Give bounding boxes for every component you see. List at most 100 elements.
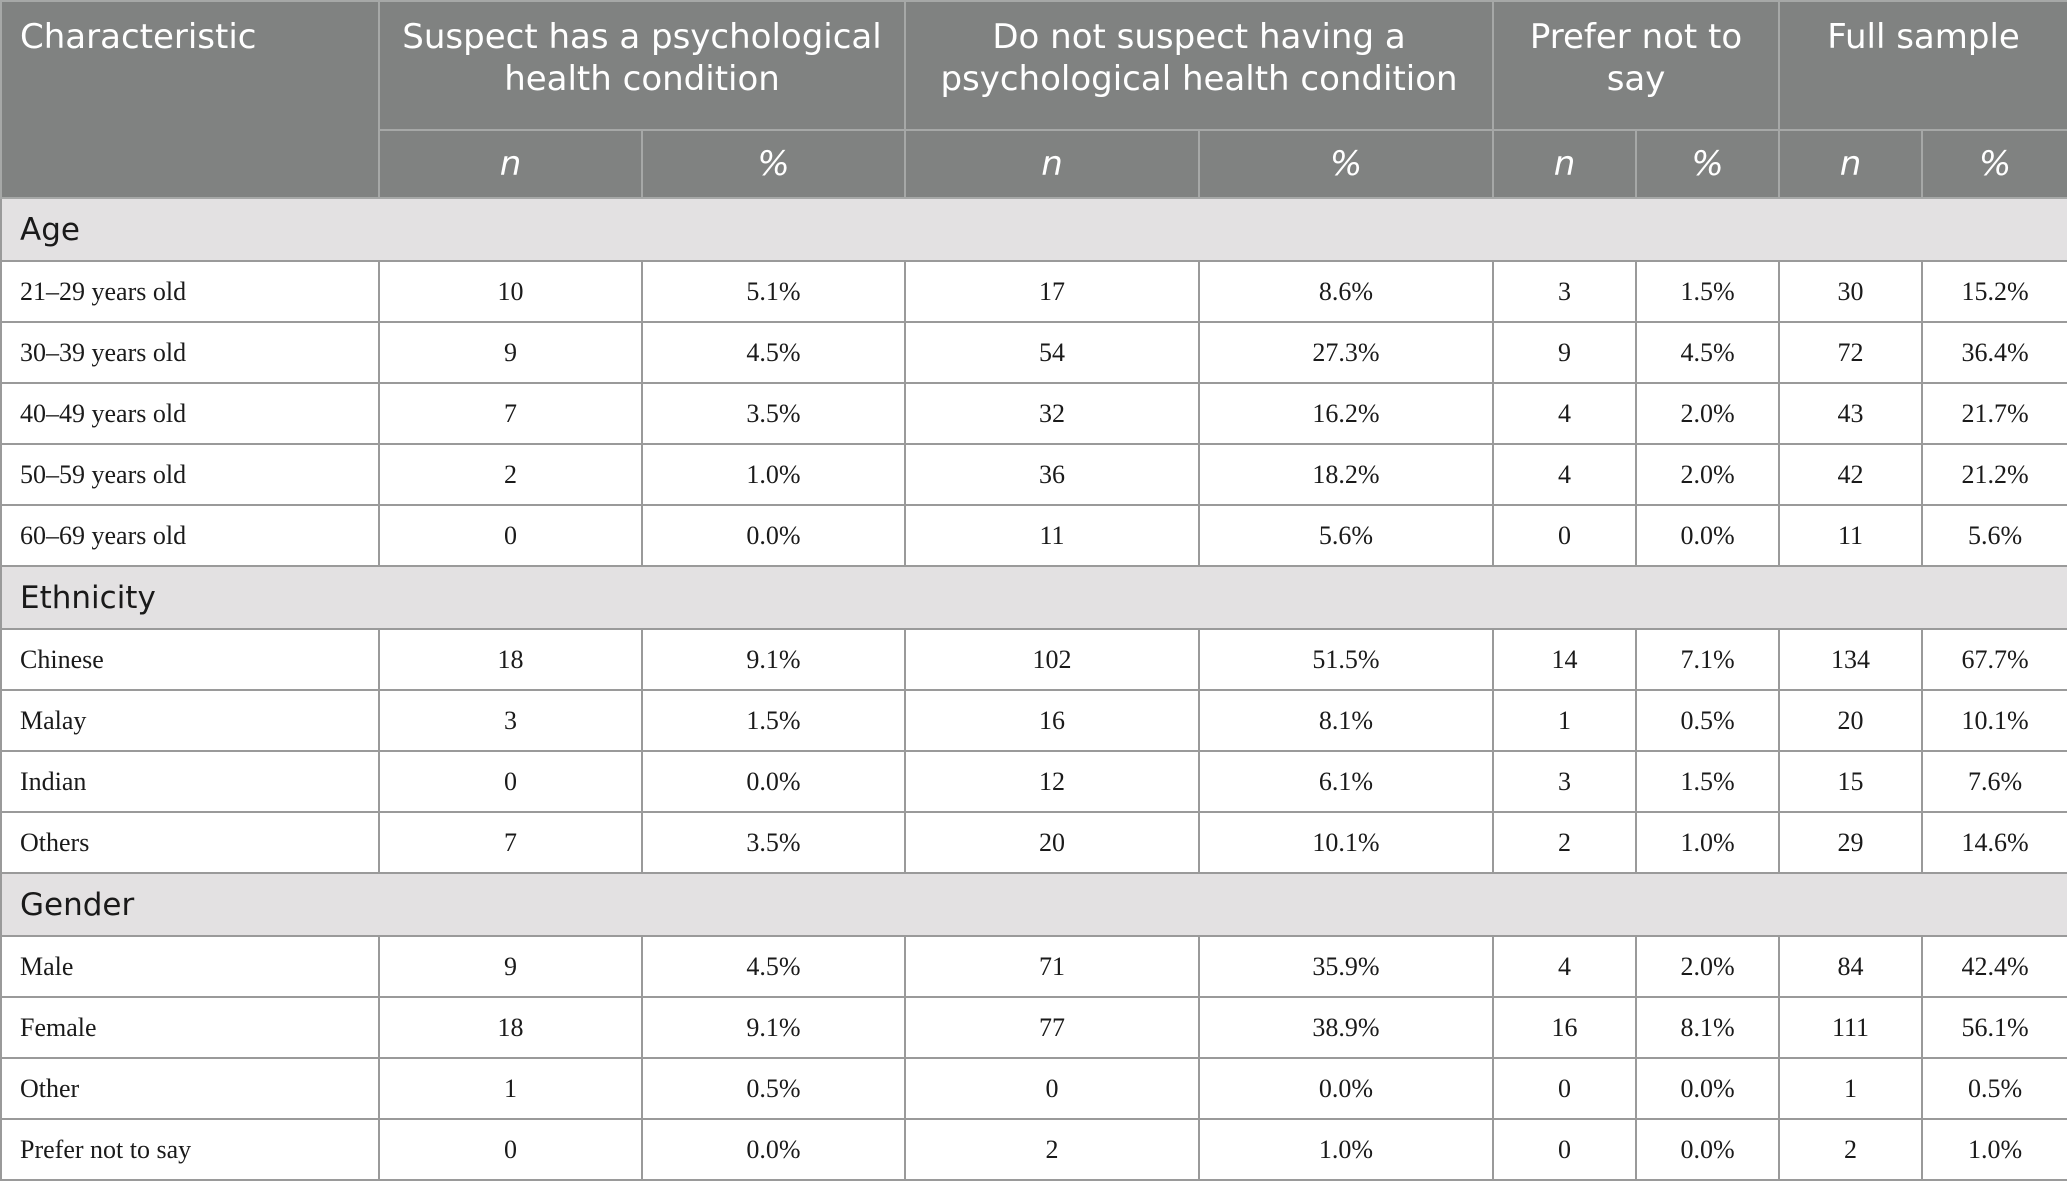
cell-percent: 36.4%: [1921, 321, 2067, 384]
cell-count: 9: [1492, 321, 1638, 384]
cell-percent: 7.6%: [1921, 750, 2067, 813]
cell-count: 18: [378, 996, 643, 1059]
cell-count: 4: [1492, 443, 1638, 506]
cell-percent: 15.2%: [1921, 260, 2067, 323]
row-label: Other: [0, 1057, 380, 1120]
cell-count: 54: [904, 321, 1201, 384]
table-row: Chinese 18 9.1% 102 51.5% 14 7.1% 134 67.7%: [0, 628, 2067, 691]
section-row: Age: [0, 197, 2067, 262]
cell-count: 16: [904, 689, 1201, 752]
cell-count: 15: [1778, 750, 1924, 813]
cell-percent: 38.9%: [1198, 996, 1495, 1059]
cell-percent: 5.6%: [1198, 504, 1495, 567]
cell-percent: 1.5%: [1635, 260, 1781, 323]
cell-percent: 4.5%: [640, 935, 907, 998]
table-row: Female 18 9.1% 77 38.9% 16 8.1% 111 56.1%: [0, 996, 2067, 1059]
cell-percent: 3.5%: [640, 382, 907, 445]
cell-percent: 51.5%: [1198, 628, 1495, 691]
cell-percent: 0.0%: [1635, 1057, 1781, 1120]
header-n: n: [378, 129, 643, 199]
cell-count: 3: [1492, 260, 1638, 323]
cell-count: 72: [1778, 321, 1924, 384]
cell-percent: 8.1%: [1635, 996, 1781, 1059]
table-row: 50–59 years old 2 1.0% 36 18.2% 4 2.0% 42 21.2%: [0, 443, 2067, 506]
header-pct: %: [1198, 129, 1495, 199]
header-group-full-sample: Full sample: [1778, 0, 2067, 131]
table-row: Malay 3 1.5% 16 8.1% 1 0.5% 20 10.1%: [0, 689, 2067, 752]
table-row: 40–49 years old 7 3.5% 32 16.2% 4 2.0% 43 21.7%: [0, 382, 2067, 445]
cell-count: 18: [378, 628, 643, 691]
cell-count: 17: [904, 260, 1201, 323]
cell-percent: 1.0%: [1198, 1118, 1495, 1181]
header-row-subcolumns: n % n % n % n %: [1, 129, 2067, 199]
header-pct: %: [1635, 129, 1781, 199]
cell-percent: 21.2%: [1921, 443, 2067, 506]
cell-count: 20: [1778, 689, 1924, 752]
header-group-suspect: Suspect has a psychological health condi…: [377, 0, 907, 131]
header-pct: %: [1921, 129, 2067, 199]
cell-percent: 27.3%: [1198, 321, 1495, 384]
row-label: Prefer not to say: [0, 1118, 380, 1181]
cell-count: 0: [1492, 504, 1638, 567]
cell-percent: 2.0%: [1635, 443, 1781, 506]
header-n: n: [1492, 129, 1638, 199]
cell-count: 42: [1778, 443, 1924, 506]
cell-count: 1: [378, 1057, 643, 1120]
row-label: Female: [0, 996, 380, 1059]
cell-percent: 1.0%: [640, 443, 907, 506]
cell-percent: 4.5%: [640, 321, 907, 384]
cell-percent: 1.5%: [1635, 750, 1781, 813]
header-row-groups: Characteristic Suspect has a psychologic…: [0, 0, 2067, 199]
cell-percent: 0.0%: [1635, 504, 1781, 567]
table-row: 21–29 years old 10 5.1% 17 8.6% 3 1.5% 30 15.2%: [0, 260, 2067, 323]
cell-percent: 4.5%: [1635, 321, 1781, 384]
cell-count: 10: [378, 260, 643, 323]
cell-percent: 5.6%: [1921, 504, 2067, 567]
cell-count: 4: [1492, 382, 1638, 445]
cell-percent: 35.9%: [1198, 935, 1495, 998]
header-group-prefer-not: Prefer not to say: [1492, 0, 1781, 131]
cell-count: 2: [1778, 1118, 1924, 1181]
row-label: 30–39 years old: [0, 321, 380, 384]
cell-count: 30: [1778, 260, 1924, 323]
row-label: Male: [0, 935, 380, 998]
row-label: Indian: [0, 750, 380, 813]
section-title: Ethnicity: [0, 565, 2067, 630]
cell-percent: 67.7%: [1921, 628, 2067, 691]
cell-count: 77: [904, 996, 1201, 1059]
cell-percent: 0.5%: [1635, 689, 1781, 752]
cell-percent: 0.5%: [640, 1057, 907, 1120]
cell-percent: 8.6%: [1198, 260, 1495, 323]
cell-percent: 0.0%: [640, 504, 907, 567]
cell-count: 84: [1778, 935, 1924, 998]
table-row: Indian 0 0.0% 12 6.1% 3 1.5% 15 7.6%: [0, 750, 2067, 813]
row-label: 40–49 years old: [0, 382, 380, 445]
cell-percent: 8.1%: [1198, 689, 1495, 752]
cell-percent: 9.1%: [640, 628, 907, 691]
row-label: Chinese: [0, 628, 380, 691]
cell-percent: 0.0%: [640, 1118, 907, 1181]
cell-count: 7: [378, 811, 643, 874]
header-n: n: [1778, 129, 1924, 199]
cell-percent: 21.7%: [1921, 382, 2067, 445]
table-body: Age 21–29 years old 10 5.1% 17 8.6% 3 1.5% 30 15.…: [0, 197, 2067, 1181]
cell-percent: 10.1%: [1921, 689, 2067, 752]
cell-percent: 14.6%: [1921, 811, 2067, 874]
cell-count: 32: [904, 382, 1201, 445]
table-row: Others 7 3.5% 20 10.1% 2 1.0% 29 14.6%: [0, 811, 2067, 874]
cell-percent: 3.5%: [640, 811, 907, 874]
row-label: Malay: [0, 689, 380, 752]
cell-percent: 6.1%: [1198, 750, 1495, 813]
cell-count: 11: [1778, 504, 1924, 567]
cell-percent: 42.4%: [1921, 935, 2067, 998]
cell-percent: 10.1%: [1198, 811, 1495, 874]
table-row: Male 9 4.5% 71 35.9% 4 2.0% 84 42.4%: [0, 935, 2067, 998]
cell-count: 36: [904, 443, 1201, 506]
cell-percent: 9.1%: [640, 996, 907, 1059]
row-label: Others: [0, 811, 380, 874]
cell-count: 12: [904, 750, 1201, 813]
table-row: Prefer not to say 0 0.0% 2 1.0% 0 0.0% 2 1.0%: [0, 1118, 2067, 1181]
cell-count: 0: [378, 504, 643, 567]
cell-count: 43: [1778, 382, 1924, 445]
cell-count: 2: [1492, 811, 1638, 874]
